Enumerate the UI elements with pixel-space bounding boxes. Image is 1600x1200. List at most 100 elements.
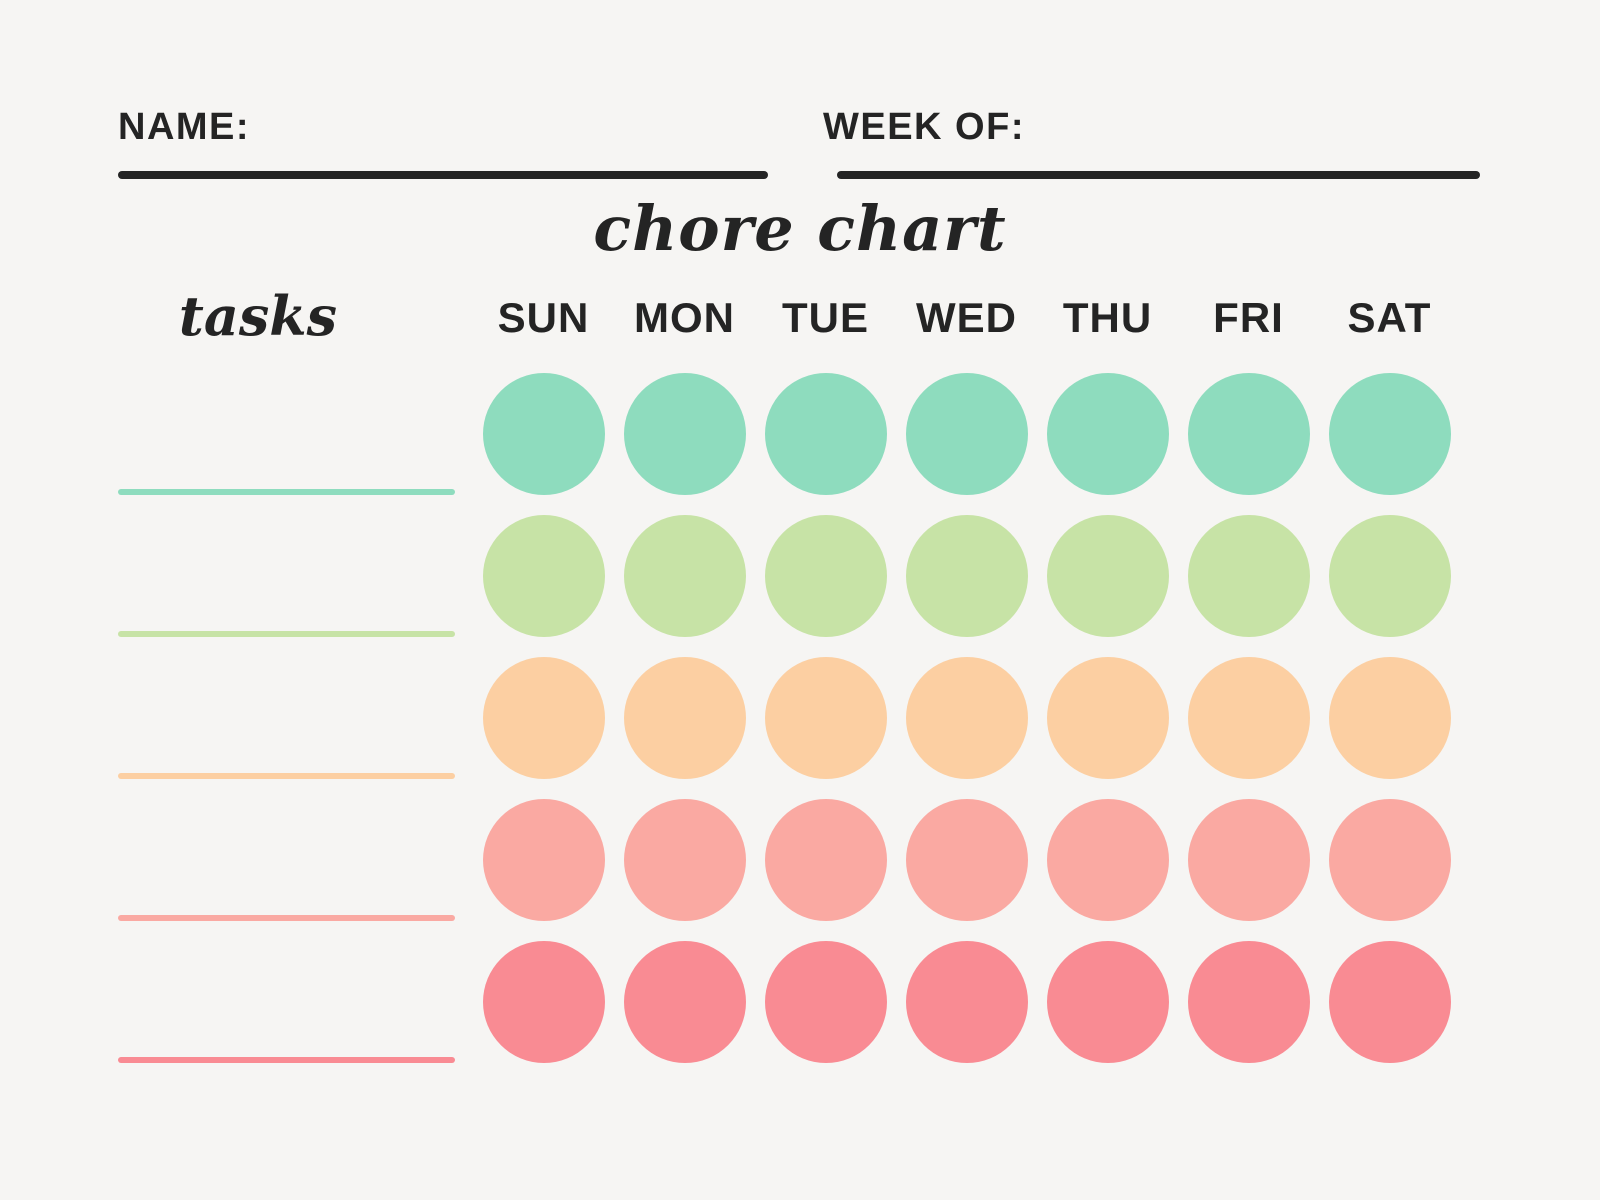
chore-circle-row4-wed[interactable]: [905, 799, 1028, 921]
circle-cell: [896, 647, 1037, 789]
chore-circle-row1-wed[interactable]: [905, 373, 1028, 495]
circle-cell: [1319, 505, 1460, 647]
task-input-line-1[interactable]: [118, 489, 455, 495]
circle-cell: [1178, 789, 1319, 931]
circle-cell: [1037, 505, 1178, 647]
chore-circle-row4-tue[interactable]: [764, 799, 887, 921]
chore-circle-row3-mon[interactable]: [623, 657, 746, 779]
tasks-column-header: tasks: [178, 284, 338, 348]
chore-circle-row2-wed[interactable]: [905, 515, 1028, 637]
day-header-mon: MON: [634, 294, 735, 341]
circle-cell: [1319, 931, 1460, 1073]
day-header-fri: FRI: [1213, 294, 1284, 341]
day-header-sun: SUN: [497, 294, 590, 341]
circle-cell: [473, 363, 614, 505]
circle-cell: [896, 363, 1037, 505]
circle-cell: [1178, 505, 1319, 647]
chore-circle-row1-tue[interactable]: [764, 373, 887, 495]
chore-circle-row3-fri[interactable]: [1187, 657, 1310, 779]
task-row-1: [0, 363, 1600, 505]
page-title: chore chart: [593, 192, 1007, 265]
task-row-3: [0, 647, 1600, 789]
chore-circle-row2-thu[interactable]: [1046, 515, 1169, 637]
name-label: NAME:: [118, 106, 251, 148]
circle-cell: [1037, 647, 1178, 789]
circle-cell: [755, 363, 896, 505]
circle-row-1: [473, 363, 1460, 505]
chore-circle-row5-sat[interactable]: [1328, 941, 1451, 1063]
chore-circle-row2-mon[interactable]: [623, 515, 746, 637]
task-input-line-5[interactable]: [118, 1057, 455, 1063]
day-header-tue: TUE: [782, 294, 869, 341]
chore-circle-row5-tue[interactable]: [764, 941, 887, 1063]
day-header-wed: WED: [916, 294, 1017, 341]
circle-cell: [614, 647, 755, 789]
chore-circle-row4-fri[interactable]: [1187, 799, 1310, 921]
circle-row-4: [473, 789, 1460, 931]
task-input-line-2[interactable]: [118, 631, 455, 637]
chore-circle-row3-thu[interactable]: [1046, 657, 1169, 779]
circle-cell: [1037, 363, 1178, 505]
chore-circle-row4-sat[interactable]: [1328, 799, 1451, 921]
chore-circle-row3-sun[interactable]: [482, 657, 605, 779]
circle-cell: [473, 931, 614, 1073]
circle-cell: [896, 789, 1037, 931]
circle-cell: [1319, 363, 1460, 505]
chore-circle-row5-fri[interactable]: [1187, 941, 1310, 1063]
chore-circle-row5-sun[interactable]: [482, 941, 605, 1063]
task-row-2: [0, 505, 1600, 647]
chore-circle-row1-sat[interactable]: [1328, 373, 1451, 495]
circle-cell: [1319, 789, 1460, 931]
chore-circle-row5-mon[interactable]: [623, 941, 746, 1063]
circle-cell: [614, 931, 755, 1073]
circle-cell: [473, 647, 614, 789]
circle-cell: [1319, 647, 1460, 789]
task-row-5: [0, 931, 1600, 1073]
task-input-line-3[interactable]: [118, 773, 455, 779]
chore-circle-row4-sun[interactable]: [482, 799, 605, 921]
day-header-thu: THU: [1062, 294, 1153, 341]
chore-circle-row2-fri[interactable]: [1187, 515, 1310, 637]
circle-cell: [614, 789, 755, 931]
circle-cell: [1178, 931, 1319, 1073]
name-input-line[interactable]: [118, 171, 768, 179]
chore-circle-row1-fri[interactable]: [1187, 373, 1310, 495]
chore-circle-row4-mon[interactable]: [623, 799, 746, 921]
circle-cell: [1178, 647, 1319, 789]
circle-cell: [1037, 789, 1178, 931]
circle-cell: [614, 363, 755, 505]
circle-cell: [755, 505, 896, 647]
day-headers: SUN MON TUE WED THU FRI SAT: [473, 294, 1460, 342]
circle-row-5: [473, 931, 1460, 1073]
circle-cell: [1037, 931, 1178, 1073]
chore-circle-row2-sun[interactable]: [482, 515, 605, 637]
task-input-line-4[interactable]: [118, 915, 455, 921]
chore-circle-row1-sun[interactable]: [482, 373, 605, 495]
circle-cell: [755, 789, 896, 931]
chore-circle-row2-tue[interactable]: [764, 515, 887, 637]
circle-cell: [755, 647, 896, 789]
circle-cell: [473, 789, 614, 931]
task-row-4: [0, 789, 1600, 931]
chore-circle-row3-tue[interactable]: [764, 657, 887, 779]
day-header-sat: SAT: [1347, 294, 1432, 341]
chore-circle-row1-mon[interactable]: [623, 373, 746, 495]
circle-cell: [614, 505, 755, 647]
chore-circle-row1-thu[interactable]: [1046, 373, 1169, 495]
chore-circle-row2-sat[interactable]: [1328, 515, 1451, 637]
chore-circle-row5-wed[interactable]: [905, 941, 1028, 1063]
circle-row-2: [473, 505, 1460, 647]
circle-row-3: [473, 647, 1460, 789]
circle-cell: [473, 505, 614, 647]
week-of-input-line[interactable]: [837, 171, 1480, 179]
chore-circle-row4-thu[interactable]: [1046, 799, 1169, 921]
chore-circle-row3-wed[interactable]: [905, 657, 1028, 779]
circle-cell: [896, 505, 1037, 647]
circle-cell: [1178, 363, 1319, 505]
circle-cell: [896, 931, 1037, 1073]
chore-circle-row5-thu[interactable]: [1046, 941, 1169, 1063]
chore-circle-row3-sat[interactable]: [1328, 657, 1451, 779]
week-of-label: WEEK OF:: [823, 106, 1025, 148]
